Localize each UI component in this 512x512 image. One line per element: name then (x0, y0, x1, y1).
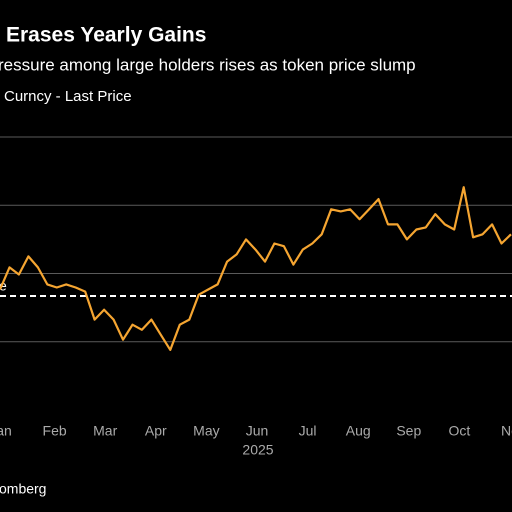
legend-label: Curncy - Last Price (4, 88, 132, 105)
source: omberg (0, 481, 46, 497)
x-tick-label: May (193, 423, 219, 439)
x-tick-label: an (0, 423, 12, 439)
x-tick-label: Sep (396, 423, 421, 439)
x-axis-year: 2025 (242, 442, 273, 458)
chart-subtitle: ressure among large holders rises as tok… (0, 55, 416, 74)
x-tick-label: Feb (43, 423, 67, 439)
x-tick-label: Jun (246, 423, 269, 439)
reference-label: e (0, 278, 7, 294)
x-tick-label: Apr (145, 423, 167, 439)
x-tick-label: Mar (93, 423, 117, 439)
price-line (0, 186, 512, 351)
x-tick-label: Jul (299, 423, 317, 439)
x-tick-label: Oct (449, 423, 471, 439)
x-tick-label: Aug (346, 423, 371, 439)
x-tick-label: No (501, 423, 512, 439)
chart-title: Erases Yearly Gains (6, 24, 206, 47)
